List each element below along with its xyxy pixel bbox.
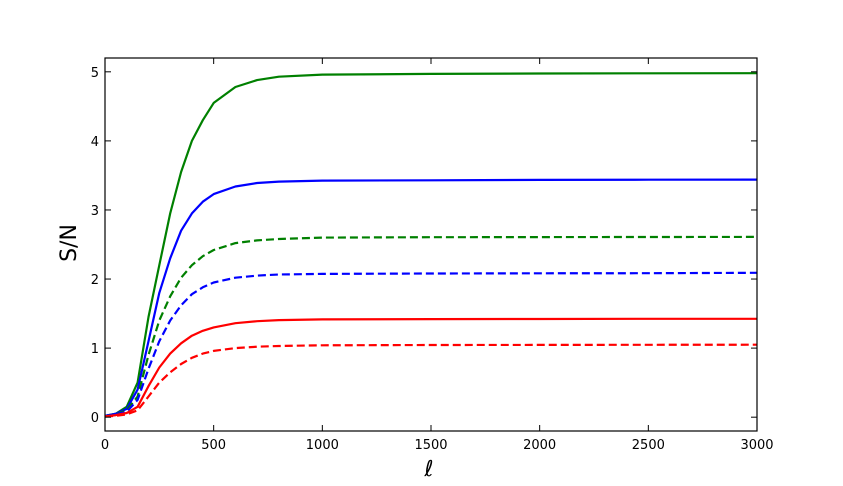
x-tick-label: 2000: [523, 438, 556, 453]
x-tick-label: 0: [101, 438, 109, 453]
series-line-4: [104, 271, 758, 417]
series-line-6: [104, 343, 758, 418]
series-line-5: [104, 317, 757, 418]
series-line-1: [104, 72, 758, 417]
y-tick-label: 0: [91, 411, 99, 426]
y-axis-label: S/N: [57, 224, 82, 262]
y-tick-label: 4: [91, 135, 99, 150]
y-tick-label: 3: [91, 204, 99, 219]
x-tick-label: 2500: [632, 438, 665, 453]
y-tick-label: 2: [91, 273, 99, 288]
x-axis-label: ℓ: [423, 457, 433, 482]
y-tick-label: 1: [91, 342, 99, 357]
ticks-layer: [104, 58, 758, 431]
x-tick-label: 1000: [306, 438, 339, 453]
series-layer: [104, 72, 758, 418]
x-tick-label: 3000: [740, 438, 773, 453]
x-tick-label: 1500: [414, 438, 447, 453]
series-line-2: [104, 178, 758, 417]
tick-labels-layer: 0 500 1000 1500 2000 2500 3000 0 1 2 3 4 5: [91, 66, 774, 453]
y-tick-label: 5: [91, 66, 99, 81]
x-tick-label: 500: [201, 438, 226, 453]
series-line-3: [104, 235, 758, 417]
